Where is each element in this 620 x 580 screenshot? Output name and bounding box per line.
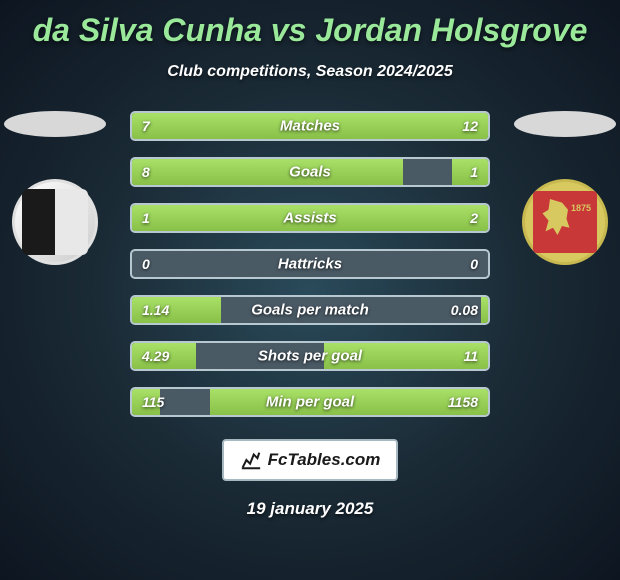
date-text: 19 january 2025	[0, 499, 620, 519]
player-silhouette-right	[514, 111, 616, 137]
club-badge-right	[522, 179, 608, 265]
stat-label: Shots per goal	[132, 348, 488, 365]
stat-row: 712Matches	[130, 111, 490, 141]
stat-label: Min per goal	[132, 394, 488, 411]
comparison-content: 712Matches 81Goals 12Assists 00Hattricks 1.1…	[0, 111, 620, 417]
stat-label: Matches	[132, 118, 488, 135]
left-player-column	[0, 111, 110, 265]
right-player-column	[510, 111, 620, 265]
stat-row: 12Assists	[130, 203, 490, 233]
stat-label: Hattricks	[132, 256, 488, 273]
stat-row: 1.140.08Goals per match	[130, 295, 490, 325]
subtitle: Club competitions, Season 2024/2025	[0, 63, 620, 81]
stat-label: Goals	[132, 164, 488, 181]
player-silhouette-left	[4, 111, 106, 137]
stat-row: 00Hattricks	[130, 249, 490, 279]
stat-row: 4.2911Shots per goal	[130, 341, 490, 371]
stat-row: 1151158Min per goal	[130, 387, 490, 417]
logo-text: FcTables.com	[268, 450, 381, 470]
club-badge-left	[12, 179, 98, 265]
page-title: da Silva Cunha vs Jordan Holsgrove	[0, 0, 620, 49]
stat-row: 81Goals	[130, 157, 490, 187]
chart-icon	[240, 449, 262, 471]
stat-label: Assists	[132, 210, 488, 227]
fctables-logo[interactable]: FcTables.com	[222, 439, 398, 481]
stat-bars-container: 712Matches 81Goals 12Assists 00Hattricks 1.1…	[130, 111, 490, 417]
stat-label: Goals per match	[132, 302, 488, 319]
